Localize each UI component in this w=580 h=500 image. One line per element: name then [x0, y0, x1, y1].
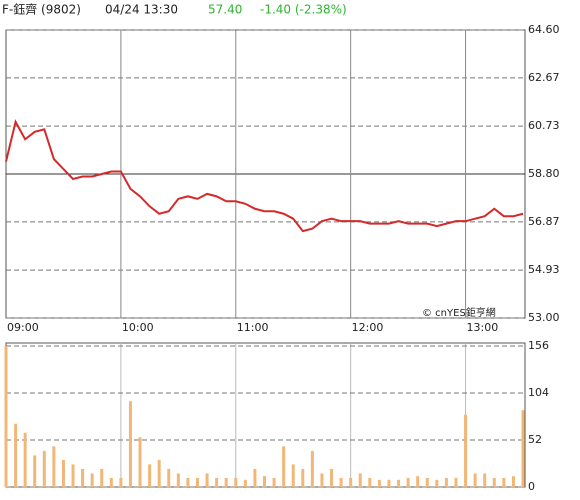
volume-bar	[310, 450, 314, 487]
price-line	[5, 119, 524, 233]
volume-bar	[387, 479, 391, 487]
volume-bar	[52, 446, 56, 487]
volume-bar	[483, 473, 487, 487]
volume-bar	[71, 464, 75, 487]
y-tick-label: 64.60	[528, 23, 560, 36]
volume-bar	[473, 473, 477, 487]
y-tick-label: 58.80	[528, 167, 560, 180]
y-tick-label: 0	[528, 480, 535, 493]
x-tick-label: 11:00	[237, 321, 269, 334]
volume-bar	[224, 477, 228, 487]
volume-bar	[416, 476, 420, 487]
volume-bar	[406, 477, 410, 487]
stock-name: F-鈺齊 (9802)	[2, 2, 81, 17]
volume-bar	[253, 468, 257, 487]
y-tick-label: 156	[528, 339, 549, 352]
y-tick-label: 104	[528, 386, 549, 399]
volume-bar	[464, 414, 468, 487]
y-tick-label: 56.87	[528, 215, 560, 228]
quote-time: 04/24 13:30	[105, 3, 178, 17]
volume-bar	[100, 468, 104, 487]
volume-bar	[109, 477, 113, 487]
volume-bar	[320, 473, 324, 487]
x-tick-label: 09:00	[7, 321, 39, 334]
volume-bar	[263, 476, 266, 487]
x-tick-label: 13:00	[467, 321, 499, 334]
volume-bar	[205, 473, 209, 487]
volume-bar	[492, 477, 496, 487]
volume-bar	[148, 464, 152, 487]
volume-bar	[243, 479, 247, 487]
volume-bar	[176, 473, 180, 487]
volume-bar	[454, 477, 458, 487]
volume-bar	[23, 432, 27, 487]
volume-bar	[186, 477, 190, 487]
volume-bar	[301, 468, 305, 487]
price: 57.40	[208, 3, 242, 17]
volume-bar	[368, 477, 372, 487]
volume-bar	[4, 346, 8, 487]
volume-bar	[234, 477, 238, 487]
volume-bar	[157, 459, 161, 487]
volume-bar	[42, 450, 46, 487]
volume-bar	[61, 459, 65, 487]
volume-bar	[128, 401, 132, 487]
volume-bar	[511, 476, 515, 487]
y-tick-label: 52	[528, 433, 542, 446]
x-tick-label: 10:00	[122, 321, 154, 334]
volume-bar	[330, 468, 334, 487]
volume-bar	[397, 479, 401, 487]
volume-bar	[138, 437, 142, 487]
y-tick-label: 54.93	[528, 263, 560, 276]
volume-bar	[14, 423, 18, 487]
volume-bar	[339, 477, 343, 487]
volume-bar	[90, 473, 94, 487]
volume-bar	[358, 473, 362, 487]
y-tick-label: 60.73	[528, 119, 560, 132]
volume-bar	[521, 410, 525, 487]
volume-bar	[435, 479, 439, 487]
volume-bar	[425, 477, 429, 487]
volume-bar	[291, 464, 295, 487]
volume-bar	[33, 455, 37, 487]
volume-bar	[195, 477, 199, 487]
volume-bar	[502, 477, 506, 487]
volume-bar	[81, 468, 85, 487]
volume-bar	[272, 477, 276, 487]
volume-bar	[119, 477, 123, 487]
y-tick-label: 53.00	[528, 311, 560, 324]
volume-bar	[377, 479, 381, 487]
change: -1.40 (-2.38%)	[260, 3, 347, 17]
y-tick-label: 62.67	[528, 71, 560, 84]
volume-bar	[349, 477, 353, 487]
volume-bar	[444, 477, 448, 487]
x-tick-label: 12:00	[352, 321, 384, 334]
volume-bar	[282, 446, 286, 487]
volume-bar	[215, 477, 219, 487]
volume-bar	[167, 468, 171, 487]
watermark: © cnYES鉅亨網	[422, 306, 496, 319]
